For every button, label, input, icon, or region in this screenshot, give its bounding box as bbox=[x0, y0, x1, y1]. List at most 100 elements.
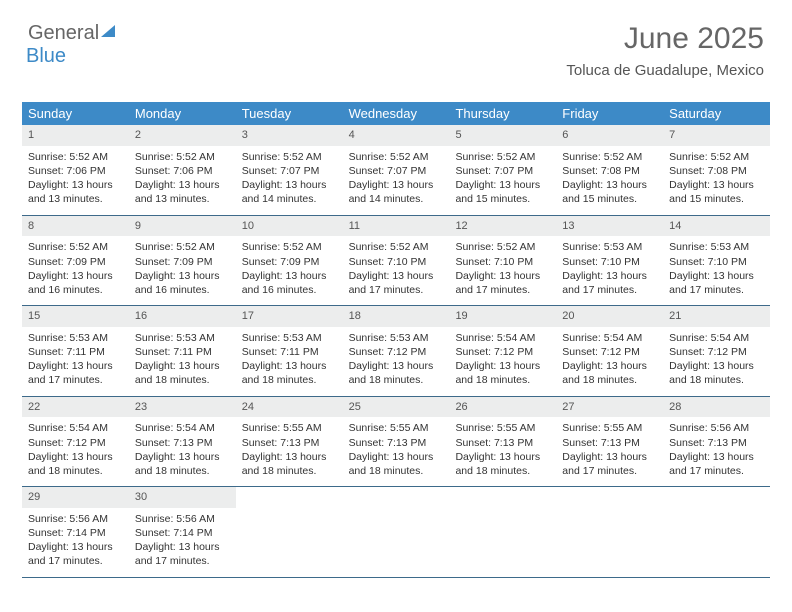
daylight-line1: Daylight: 13 hours bbox=[562, 450, 657, 464]
daylight-line2: and 16 minutes. bbox=[242, 283, 337, 297]
day-number: 8 bbox=[22, 216, 129, 237]
day-number: 12 bbox=[449, 216, 556, 237]
daylight-line2: and 18 minutes. bbox=[669, 373, 764, 387]
day-body: Sunrise: 5:56 AMSunset: 7:14 PMDaylight:… bbox=[22, 508, 129, 577]
sunset-text: Sunset: 7:06 PM bbox=[28, 164, 123, 178]
day-body: Sunrise: 5:52 AMSunset: 7:07 PMDaylight:… bbox=[236, 146, 343, 215]
sunrise-text: Sunrise: 5:52 AM bbox=[135, 150, 230, 164]
calendar-week: 15Sunrise: 5:53 AMSunset: 7:11 PMDayligh… bbox=[22, 306, 770, 397]
day-number: 21 bbox=[663, 306, 770, 327]
sunset-text: Sunset: 7:10 PM bbox=[669, 255, 764, 269]
daylight-line2: and 17 minutes. bbox=[669, 283, 764, 297]
location: Toluca de Guadalupe, Mexico bbox=[566, 62, 764, 79]
sunset-text: Sunset: 7:07 PM bbox=[349, 164, 444, 178]
daylight-line1: Daylight: 13 hours bbox=[135, 540, 230, 554]
daylight-line1: Daylight: 13 hours bbox=[28, 540, 123, 554]
sunset-text: Sunset: 7:09 PM bbox=[135, 255, 230, 269]
calendar-day: 14Sunrise: 5:53 AMSunset: 7:10 PMDayligh… bbox=[663, 216, 770, 306]
logo-triangle-icon bbox=[101, 25, 115, 37]
daylight-line2: and 13 minutes. bbox=[135, 192, 230, 206]
day-body: Sunrise: 5:54 AMSunset: 7:12 PMDaylight:… bbox=[556, 327, 663, 396]
calendar-day: 22Sunrise: 5:54 AMSunset: 7:12 PMDayligh… bbox=[22, 397, 129, 487]
day-body: Sunrise: 5:52 AMSunset: 7:06 PMDaylight:… bbox=[129, 146, 236, 215]
daylight-line2: and 17 minutes. bbox=[455, 283, 550, 297]
calendar-day: 5Sunrise: 5:52 AMSunset: 7:07 PMDaylight… bbox=[449, 125, 556, 215]
sunset-text: Sunset: 7:13 PM bbox=[135, 436, 230, 450]
calendar-day: 8Sunrise: 5:52 AMSunset: 7:09 PMDaylight… bbox=[22, 216, 129, 306]
calendar-day: 23Sunrise: 5:54 AMSunset: 7:13 PMDayligh… bbox=[129, 397, 236, 487]
daylight-line2: and 15 minutes. bbox=[669, 192, 764, 206]
day-number: 4 bbox=[343, 125, 450, 146]
day-header: Saturday bbox=[663, 102, 770, 125]
daylight-line1: Daylight: 13 hours bbox=[135, 269, 230, 283]
calendar-day: 12Sunrise: 5:52 AMSunset: 7:10 PMDayligh… bbox=[449, 216, 556, 306]
day-body: Sunrise: 5:54 AMSunset: 7:13 PMDaylight:… bbox=[129, 417, 236, 486]
daylight-line1: Daylight: 13 hours bbox=[455, 178, 550, 192]
day-body: Sunrise: 5:53 AMSunset: 7:11 PMDaylight:… bbox=[129, 327, 236, 396]
daylight-line1: Daylight: 13 hours bbox=[135, 359, 230, 373]
daylight-line1: Daylight: 13 hours bbox=[28, 359, 123, 373]
calendar-day: 7Sunrise: 5:52 AMSunset: 7:08 PMDaylight… bbox=[663, 125, 770, 215]
day-body: Sunrise: 5:54 AMSunset: 7:12 PMDaylight:… bbox=[449, 327, 556, 396]
sunset-text: Sunset: 7:10 PM bbox=[349, 255, 444, 269]
daylight-line1: Daylight: 13 hours bbox=[349, 178, 444, 192]
day-number: 3 bbox=[236, 125, 343, 146]
daylight-line2: and 17 minutes. bbox=[669, 464, 764, 478]
calendar-day: 29Sunrise: 5:56 AMSunset: 7:14 PMDayligh… bbox=[22, 487, 129, 577]
day-number: 10 bbox=[236, 216, 343, 237]
sunrise-text: Sunrise: 5:53 AM bbox=[669, 240, 764, 254]
sunrise-text: Sunrise: 5:53 AM bbox=[28, 331, 123, 345]
calendar-header: SundayMondayTuesdayWednesdayThursdayFrid… bbox=[22, 102, 770, 125]
sunset-text: Sunset: 7:10 PM bbox=[455, 255, 550, 269]
sunset-text: Sunset: 7:13 PM bbox=[242, 436, 337, 450]
daylight-line2: and 17 minutes. bbox=[135, 554, 230, 568]
calendar-day: 17Sunrise: 5:53 AMSunset: 7:11 PMDayligh… bbox=[236, 306, 343, 396]
calendar-week: 8Sunrise: 5:52 AMSunset: 7:09 PMDaylight… bbox=[22, 216, 770, 307]
daylight-line1: Daylight: 13 hours bbox=[242, 450, 337, 464]
daylight-line1: Daylight: 13 hours bbox=[562, 269, 657, 283]
daylight-line2: and 17 minutes. bbox=[28, 373, 123, 387]
sunrise-text: Sunrise: 5:52 AM bbox=[242, 240, 337, 254]
calendar-day: 13Sunrise: 5:53 AMSunset: 7:10 PMDayligh… bbox=[556, 216, 663, 306]
day-header: Monday bbox=[129, 102, 236, 125]
day-body: Sunrise: 5:53 AMSunset: 7:11 PMDaylight:… bbox=[22, 327, 129, 396]
daylight-line2: and 13 minutes. bbox=[28, 192, 123, 206]
calendar-body: 1Sunrise: 5:52 AMSunset: 7:06 PMDaylight… bbox=[22, 125, 770, 578]
sunset-text: Sunset: 7:11 PM bbox=[135, 345, 230, 359]
sunrise-text: Sunrise: 5:55 AM bbox=[455, 421, 550, 435]
sunrise-text: Sunrise: 5:56 AM bbox=[28, 512, 123, 526]
daylight-line1: Daylight: 13 hours bbox=[455, 359, 550, 373]
day-body: Sunrise: 5:54 AMSunset: 7:12 PMDaylight:… bbox=[663, 327, 770, 396]
day-body: Sunrise: 5:53 AMSunset: 7:12 PMDaylight:… bbox=[343, 327, 450, 396]
daylight-line2: and 18 minutes. bbox=[349, 373, 444, 387]
daylight-line1: Daylight: 13 hours bbox=[562, 359, 657, 373]
daylight-line2: and 15 minutes. bbox=[562, 192, 657, 206]
day-number: 2 bbox=[129, 125, 236, 146]
calendar-day: 28Sunrise: 5:56 AMSunset: 7:13 PMDayligh… bbox=[663, 397, 770, 487]
title-block: June 2025 Toluca de Guadalupe, Mexico bbox=[566, 22, 764, 79]
daylight-line2: and 17 minutes. bbox=[28, 554, 123, 568]
sunset-text: Sunset: 7:06 PM bbox=[135, 164, 230, 178]
daylight-line1: Daylight: 13 hours bbox=[455, 450, 550, 464]
sunrise-text: Sunrise: 5:56 AM bbox=[135, 512, 230, 526]
day-number: 24 bbox=[236, 397, 343, 418]
daylight-line2: and 17 minutes. bbox=[562, 464, 657, 478]
day-number: 26 bbox=[449, 397, 556, 418]
day-number: 27 bbox=[556, 397, 663, 418]
daylight-line1: Daylight: 13 hours bbox=[349, 359, 444, 373]
sunset-text: Sunset: 7:12 PM bbox=[455, 345, 550, 359]
daylight-line2: and 18 minutes. bbox=[135, 373, 230, 387]
day-body: Sunrise: 5:55 AMSunset: 7:13 PMDaylight:… bbox=[343, 417, 450, 486]
sunset-text: Sunset: 7:13 PM bbox=[562, 436, 657, 450]
daylight-line1: Daylight: 13 hours bbox=[242, 269, 337, 283]
daylight-line2: and 14 minutes. bbox=[242, 192, 337, 206]
sunrise-text: Sunrise: 5:52 AM bbox=[135, 240, 230, 254]
day-number: 7 bbox=[663, 125, 770, 146]
calendar-week: 1Sunrise: 5:52 AMSunset: 7:06 PMDaylight… bbox=[22, 125, 770, 216]
day-body: Sunrise: 5:52 AMSunset: 7:09 PMDaylight:… bbox=[22, 236, 129, 305]
sunset-text: Sunset: 7:12 PM bbox=[349, 345, 444, 359]
day-header: Thursday bbox=[449, 102, 556, 125]
daylight-line1: Daylight: 13 hours bbox=[349, 269, 444, 283]
daylight-line2: and 17 minutes. bbox=[349, 283, 444, 297]
day-header: Tuesday bbox=[236, 102, 343, 125]
